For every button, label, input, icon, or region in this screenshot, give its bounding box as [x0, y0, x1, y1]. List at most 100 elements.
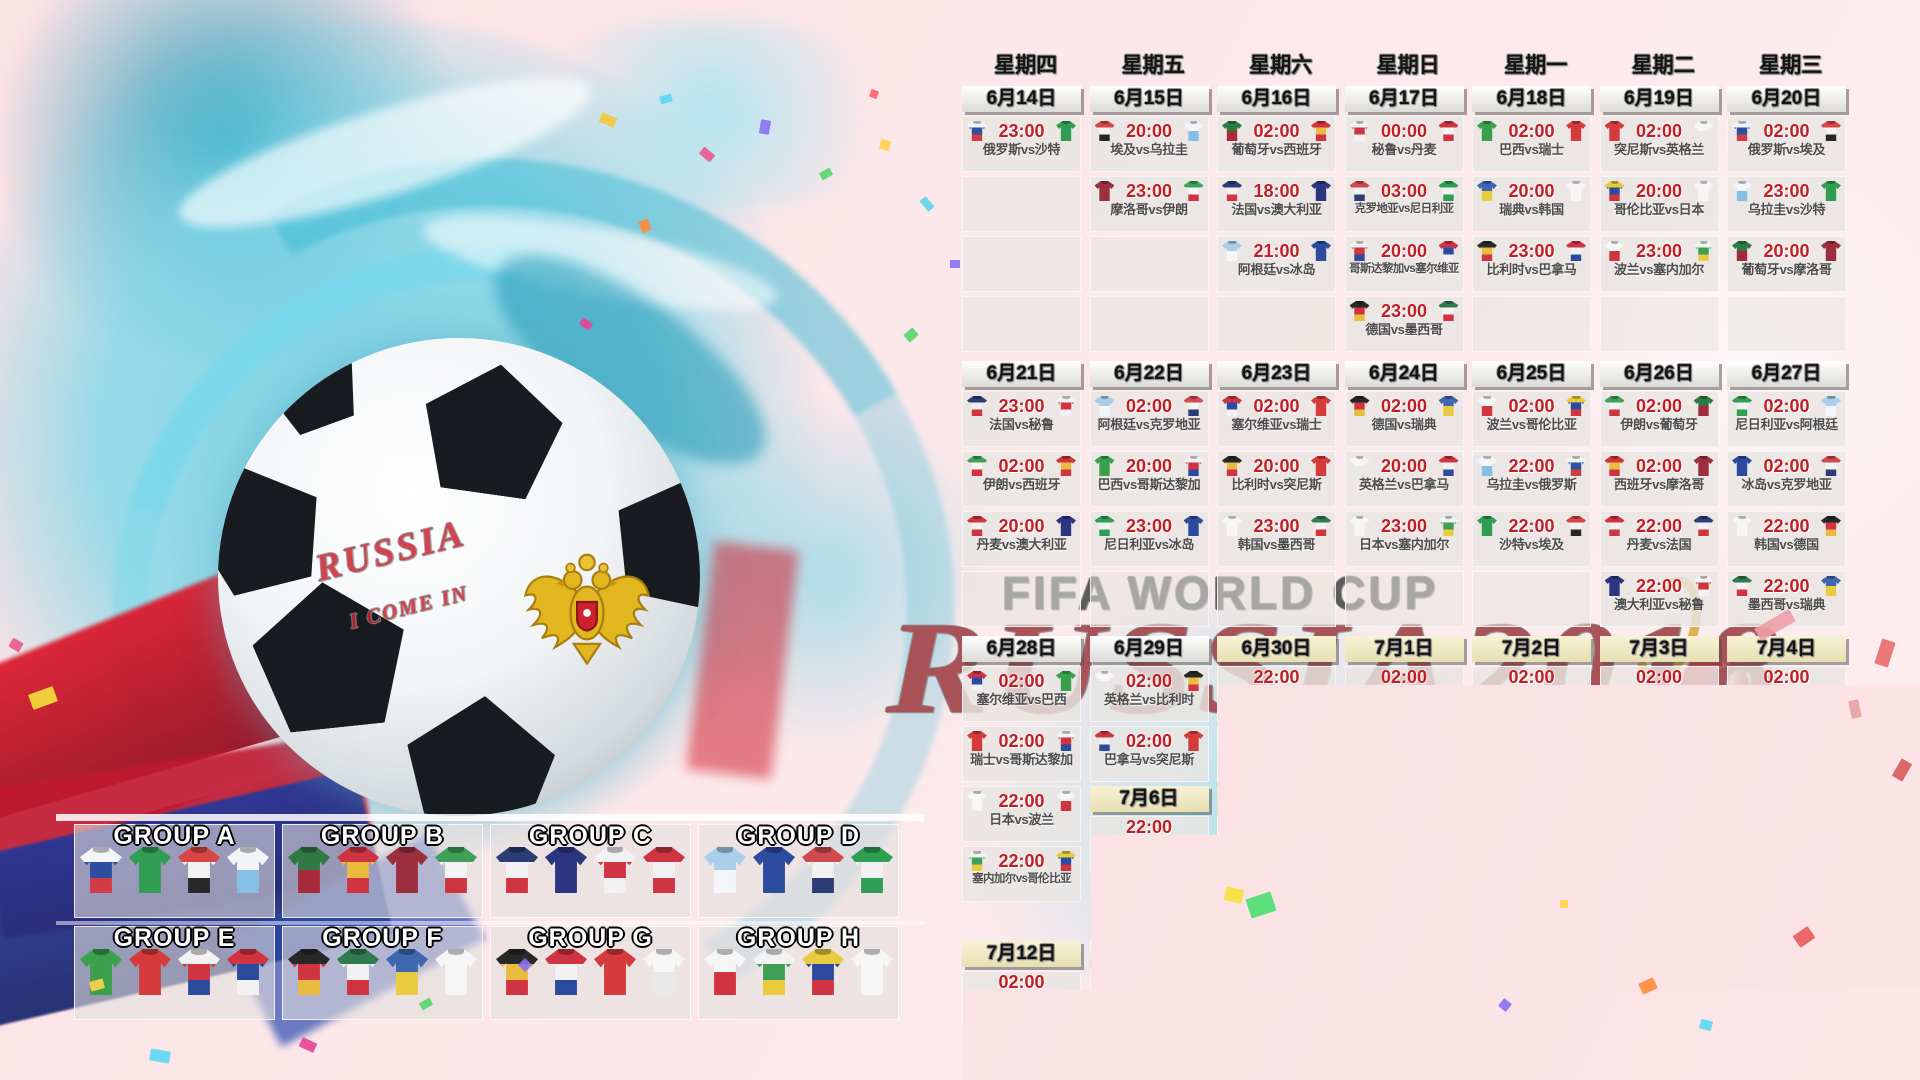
team-jersey-icon: [1311, 241, 1331, 261]
team-jersey-icon: [1056, 121, 1076, 141]
calendar-column: 6月21日 23:00 法国vs秘鲁 02:00 伊朗vs西班牙 20:00 丹麦vs澳大利…: [962, 361, 1090, 631]
team-jersey-icon: [496, 949, 538, 995]
match-time: 02:00: [1380, 395, 1428, 416]
team-jersey-icon: [1438, 181, 1459, 201]
group-label: GROUP D: [736, 822, 861, 850]
match-row: 02:00: [1091, 392, 1208, 416]
match-teams: 哥伦比亚vs日本: [1613, 202, 1705, 217]
team-jersey-icon: [1222, 121, 1242, 141]
match-teams: 日本vs塞内加尔: [1358, 537, 1450, 552]
match-cell: 22:00 墨西哥vs瑞典: [1727, 571, 1846, 627]
date-button: 7月6日: [1089, 786, 1209, 812]
empty-cell: [962, 176, 1081, 232]
match-time: 23:00: [1380, 300, 1428, 321]
match-teams: 突尼斯vs英格兰: [1613, 142, 1705, 157]
group-label: GROUP E: [113, 924, 236, 952]
match-time: 21:00: [1253, 240, 1300, 261]
team-jersey-icon: [1183, 456, 1204, 476]
match-teams: 日本vs波兰: [989, 812, 1054, 827]
team-jersey-icon: [178, 949, 220, 995]
match-time: 23:00: [998, 120, 1045, 141]
match-time: 20:00: [1125, 120, 1173, 141]
team-jersey-icon: [1183, 731, 1204, 751]
match-teams: 丹麦vs澳大利亚: [976, 537, 1067, 552]
stage-label: 三四名决赛: [1218, 990, 1920, 1080]
match-cell: 20:00 丹麦vs澳大利亚: [962, 511, 1081, 567]
match-time: 02:00: [1508, 120, 1555, 141]
calendar-week: 6月21日 23:00 法国vs秘鲁 02:00 伊朗vs西班牙 20:00 丹麦vs澳大利…: [962, 361, 1862, 631]
match-row: 03:00: [1346, 177, 1463, 201]
calendar-column: 6月30日22:001/8决赛C1vsD27月7日02:001/4决赛53胜者v…: [1217, 636, 1920, 1080]
match-cell: 02:00 德国vs瑞典: [1344, 391, 1464, 447]
knockout-cell: 22:001/4决赛49胜者vs50胜者: [1089, 816, 1920, 1080]
match-time: 23:00: [1635, 240, 1683, 261]
team-jersey-icon: [80, 847, 122, 893]
team-jersey-icon: [1693, 576, 1714, 596]
match-teams: 比利时vs巴拿马: [1486, 262, 1577, 277]
empty-cell: [1089, 296, 1209, 352]
calendar-column: 6月16日 02:00 葡萄牙vs西班牙 18:00 法国vs澳大利亚 21:00 阿根廷v…: [1217, 86, 1345, 356]
weekday-label: 星期五: [1121, 54, 1185, 77]
match-teams: 韩国vs德国: [1754, 537, 1819, 552]
team-jersey-icon: [1349, 516, 1370, 536]
team-jersey-icon: [1732, 576, 1752, 596]
team-jersey-icon: [1056, 851, 1076, 871]
date-button: 6月19日: [1599, 86, 1719, 112]
match-teams: 塞尔维亚vs巴西: [976, 692, 1067, 707]
match-time: 23:00: [1380, 515, 1428, 536]
team-jersey-icon: [1821, 121, 1841, 141]
match-cell: 18:00 法国vs澳大利亚: [1217, 176, 1336, 232]
match-time: 02:00: [1635, 455, 1683, 476]
match-teams: 波兰vs塞内加尔: [1613, 262, 1705, 277]
match-row: 18:00: [1218, 177, 1335, 201]
match-row: 02:00: [963, 667, 1080, 691]
date-button: 6月24日: [1344, 361, 1464, 387]
match-row: 02:00: [1473, 117, 1590, 141]
match-row: 20:00: [1601, 177, 1718, 201]
match-time: 02:00: [1763, 120, 1810, 141]
match-cell: 23:00 俄罗斯vs沙特: [962, 116, 1081, 172]
team-jersey-icon: [1604, 576, 1625, 596]
knockout-cell: 22:00三四名决赛61负者vs62负者: [1217, 971, 1920, 1080]
team-jersey-icon: [1438, 121, 1459, 141]
team-jersey-icon: [1477, 456, 1497, 476]
match-cell: 02:00 突尼斯vs英格兰: [1599, 116, 1719, 172]
team-jersey-icon: [337, 949, 379, 995]
empty-cell: [962, 571, 1081, 627]
match-time: 18:00: [1253, 180, 1300, 201]
soccer-ball: RUSSIA I COME IN: [218, 338, 700, 816]
calendar: 星期四 星期五 星期六 星期日 星期一 星期二 星期三 6月14日 23:00 俄罗斯vs沙特 6…: [962, 54, 1920, 1080]
match-cell: 23:00 乌拉圭vs沙特: [1727, 176, 1846, 232]
match-time: 22:00: [1125, 817, 1173, 837]
match-row: 23:00: [1091, 512, 1208, 536]
date-button: 6月22日: [1089, 361, 1209, 387]
team-jersey-icon: [1222, 241, 1242, 261]
match-row: 23:00: [1473, 237, 1590, 261]
team-jersey-icon: [1732, 516, 1752, 536]
knockout-cell: 02:001/8决赛G1vsH2: [1599, 666, 1920, 1080]
calendar-column: 6月15日 20:00 埃及vs乌拉圭 23:00 摩洛哥vs伊朗: [1089, 86, 1218, 356]
match-teams: 塞尔维亚vs瑞士: [1231, 417, 1322, 432]
team-jersey-icon: [1349, 301, 1370, 321]
team-jersey-icon: [1056, 671, 1076, 691]
match-teams: 墨西哥vs瑞典: [1747, 597, 1826, 612]
team-jersey-icon: [129, 847, 171, 893]
match-cell: 20:00 哥伦比亚vs日本: [1599, 176, 1719, 232]
team-jersey-icon: [1094, 121, 1115, 141]
match-time: 02:00: [998, 972, 1045, 992]
date-button: 6月21日: [962, 361, 1081, 387]
team-jersey-icon: [1311, 456, 1331, 476]
match-row: 22:00: [963, 847, 1080, 871]
match-row: 02:00: [963, 727, 1080, 751]
calendar-week: 6月28日 02:00 塞尔维亚vs巴西 02:00 瑞士vs哥斯达黎加 22:00 日本v…: [962, 636, 1920, 1080]
date-button: 6月14日: [962, 86, 1081, 112]
match-time: 23:00: [1125, 515, 1173, 536]
team-jersey-icon: [753, 949, 795, 995]
match-cell: 20:00 哥斯达黎加vs塞尔维亚: [1344, 236, 1464, 292]
team-jersey-icon: [386, 949, 428, 995]
group-panel: GROUP E: [74, 926, 275, 1020]
team-jersey-icon: [288, 949, 330, 995]
team-jersey-icon: [1693, 456, 1714, 476]
team-jersey-icon: [967, 731, 987, 751]
